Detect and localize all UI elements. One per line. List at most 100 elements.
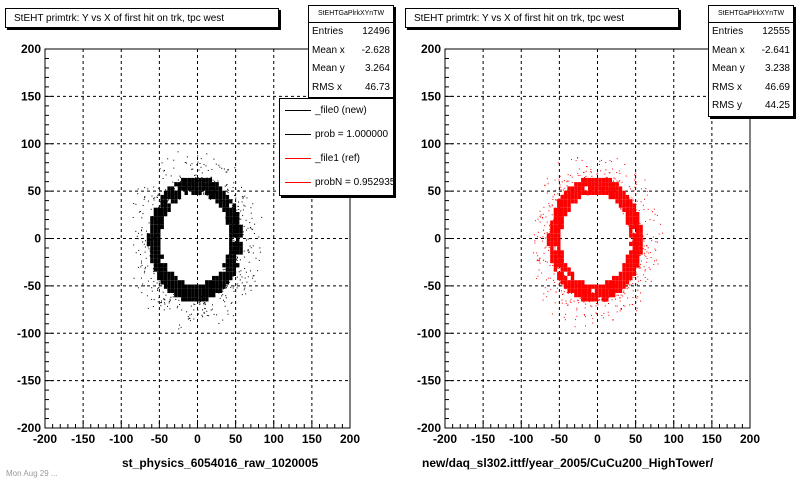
scatter-point	[240, 218, 242, 220]
scatter-point	[537, 259, 538, 261]
scatter-point	[598, 185, 600, 187]
scatter-point	[566, 195, 568, 197]
scatter-point	[611, 293, 613, 295]
scatter-point	[239, 249, 241, 251]
scatter-point	[611, 283, 613, 285]
scatter-point	[236, 258, 237, 260]
ring-cell	[557, 246, 561, 251]
scatter-point	[204, 308, 206, 310]
scatter-point	[192, 179, 194, 181]
scatter-point	[635, 267, 637, 269]
scatter-point	[167, 158, 169, 160]
scatter-point	[609, 195, 611, 197]
scatter-point	[602, 191, 604, 193]
scatter-point	[159, 258, 160, 260]
ring-cell	[184, 284, 188, 289]
scatter-point	[554, 179, 556, 181]
scatter-point	[139, 211, 140, 213]
ring-cell	[222, 263, 226, 268]
ring-cell	[557, 207, 561, 212]
ring-cell	[157, 229, 161, 234]
scatter-point	[632, 297, 634, 298]
scatter-point	[232, 232, 234, 234]
scatter-point	[204, 193, 206, 195]
scatter-point	[198, 189, 200, 191]
scatter-point	[636, 200, 638, 202]
scatter-point	[537, 275, 539, 277]
scatter-point	[605, 192, 607, 194]
scatter-point	[204, 303, 206, 305]
ring-cell	[615, 288, 619, 293]
scatter-point	[195, 179, 197, 181]
scatter-point	[233, 208, 235, 210]
ring-cell	[153, 246, 158, 251]
scatter-point	[167, 305, 168, 307]
scatter-point	[596, 303, 597, 304]
scatter-point	[637, 289, 639, 291]
scatter-point	[643, 266, 645, 268]
scatter-point	[176, 291, 178, 293]
ring-cell	[177, 182, 182, 187]
x-tick-label: 50	[229, 432, 243, 446]
scatter-point	[558, 179, 560, 181]
scatter-point	[575, 184, 577, 186]
scatter-point	[187, 300, 189, 302]
scatter-point	[581, 295, 583, 297]
ring-cell	[629, 199, 633, 204]
scatter-point	[197, 180, 199, 182]
scatter-point	[210, 196, 212, 198]
scatter-point	[534, 240, 536, 242]
scatter-point	[252, 277, 254, 279]
scatter-point	[153, 268, 155, 270]
scatter-point	[239, 274, 241, 276]
scatter-point	[207, 170, 209, 171]
scatter-point	[228, 260, 230, 262]
ring-cell	[174, 280, 178, 285]
scatter-point	[589, 186, 591, 187]
scatter-point	[196, 293, 198, 294]
scatter-point	[637, 218, 639, 220]
ring-cell	[232, 229, 236, 234]
ring-cell	[581, 186, 585, 191]
scatter-point	[636, 209, 638, 211]
scatter-point	[153, 299, 155, 301]
ring-cell	[546, 237, 551, 242]
ring-cell	[612, 280, 616, 285]
scatter-point	[573, 191, 575, 193]
scatter-point	[174, 292, 176, 294]
scatter-point	[173, 188, 175, 190]
ring-cell	[160, 271, 164, 276]
ring-cell	[584, 190, 588, 195]
ring-cell	[236, 212, 240, 217]
scatter-point	[146, 295, 148, 297]
scatter-point	[222, 290, 224, 292]
scatter-point	[151, 249, 153, 251]
scatter-point	[586, 180, 588, 182]
scatter-point	[635, 233, 637, 235]
scatter-point	[561, 302, 563, 304]
scatter-point	[612, 296, 614, 298]
ring-cell	[157, 267, 161, 272]
ring-cell	[618, 280, 623, 285]
ring-cell	[212, 186, 216, 191]
scatter-point	[210, 182, 212, 184]
scatter-point	[240, 236, 242, 237]
ring-cell	[160, 203, 164, 208]
scatter-point	[133, 277, 135, 279]
ring-cell	[212, 288, 216, 293]
scatter-point	[642, 204, 644, 206]
scatter-point	[620, 199, 622, 201]
scatter-point	[182, 189, 184, 191]
scatter-point	[161, 201, 162, 203]
scatter-point	[643, 245, 645, 247]
scatter-point	[621, 286, 622, 288]
scatter-point	[590, 170, 592, 172]
scatter-point	[557, 266, 558, 267]
scatter-point	[605, 162, 607, 164]
scatter-point	[569, 193, 571, 195]
ring-cell	[163, 267, 168, 272]
ring-cell	[205, 293, 209, 298]
scatter-point	[583, 314, 585, 315]
scatter-point	[149, 250, 151, 252]
scatter-point	[168, 301, 170, 302]
